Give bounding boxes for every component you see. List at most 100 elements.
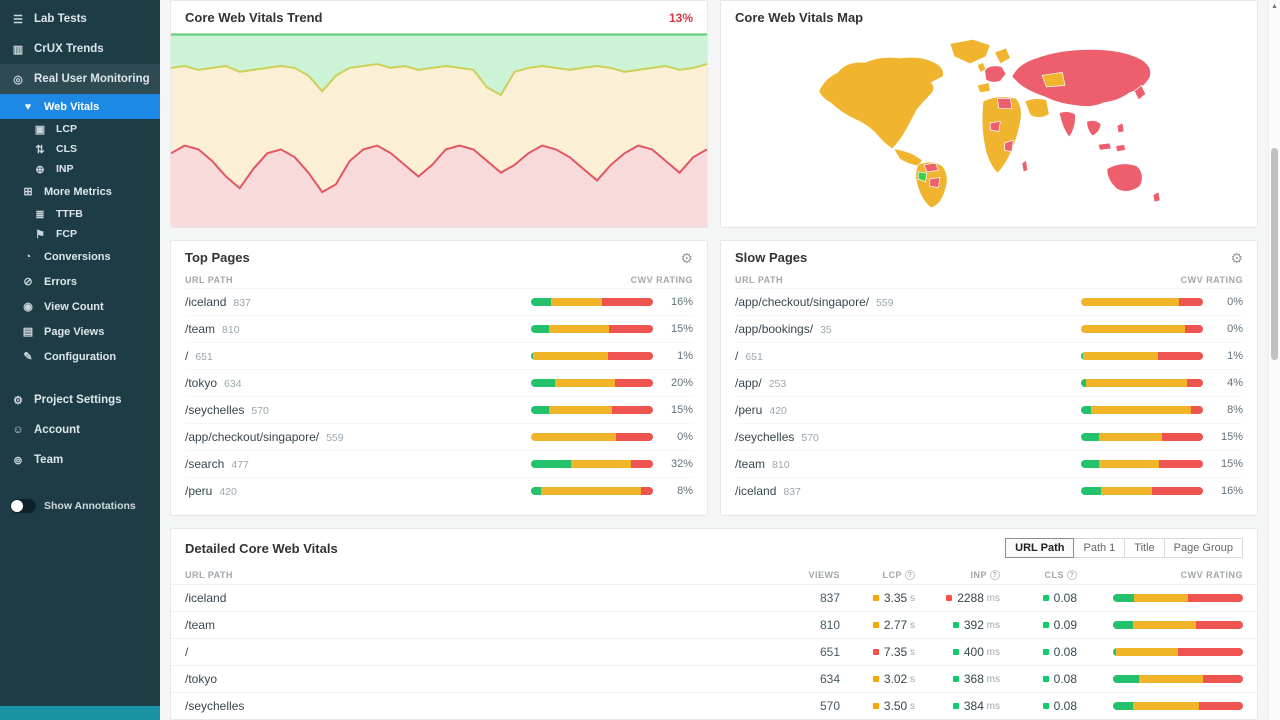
- table-row[interactable]: /iceland 837 16%: [735, 477, 1243, 504]
- sidebar-item-account[interactable]: ☺ Account: [0, 415, 160, 445]
- sidebar-item-more-metrics[interactable]: ⊞ More Metrics: [0, 179, 160, 204]
- table-row[interactable]: /team 810 15%: [185, 315, 693, 342]
- table-row[interactable]: /seychelles 570 15%: [185, 396, 693, 423]
- url-path: /search: [185, 457, 225, 471]
- table-row[interactable]: / 651 1%: [185, 342, 693, 369]
- bar-segment: [1196, 621, 1243, 629]
- table-row[interactable]: /app/checkout/singapore/559 0%: [735, 288, 1243, 315]
- table-row[interactable]: /seychelles 570 3.50 s 384 ms 0.08: [171, 692, 1257, 719]
- sidebar-item-conversions[interactable]: ◔ Conversions: [0, 244, 160, 269]
- ttfb-icon: ≣: [35, 208, 45, 221]
- column-header-views: VIEWS: [808, 570, 840, 580]
- sidebar-item-fcp[interactable]: ⚑ FCP: [0, 224, 160, 244]
- sidebar-item-lab-tests[interactable]: ☰ Lab Tests: [0, 4, 160, 34]
- bar-segment: [1132, 621, 1197, 629]
- table-row[interactable]: /iceland 837 3.35 s 2288 ms 0.08: [171, 584, 1257, 611]
- status-dot: [872, 676, 879, 682]
- table-row[interactable]: / 651 1%: [735, 342, 1243, 369]
- team-icon: ⊚: [13, 454, 23, 467]
- bar-segment: [1198, 702, 1243, 710]
- slow-pages-list: /app/checkout/singapore/559 0%/app/bookin…: [721, 288, 1257, 504]
- help-icon[interactable]: ?: [990, 570, 1000, 580]
- status-dot: [952, 622, 959, 628]
- cwv-rating-percent: 1%: [677, 350, 693, 362]
- table-row[interactable]: /app/checkout/singapore/559 0%: [185, 423, 693, 450]
- sidebar-item-page-views[interactable]: ▤ Page Views: [0, 319, 160, 344]
- trend-area-chart[interactable]: [171, 33, 707, 227]
- view-count-value: 810: [772, 459, 790, 471]
- bar-segment: [601, 298, 653, 306]
- sidebar-item-configuration[interactable]: ✎ Configuration: [0, 344, 160, 369]
- world-map[interactable]: [793, 35, 1199, 215]
- table-row[interactable]: /app/253 4%: [735, 369, 1243, 396]
- slow-pages-title: Slow Pages: [735, 250, 808, 265]
- cwv-rating-percent: 1%: [1227, 350, 1243, 362]
- gear-icon[interactable]: ⚙: [1230, 249, 1243, 266]
- metric-value: 0.08: [1053, 645, 1077, 659]
- cwv-rating-percent: 16%: [670, 296, 693, 308]
- sidebar-item-web-vitals[interactable]: ♥ Web Vitals: [0, 94, 160, 119]
- map-region-india: [1058, 111, 1076, 138]
- url-path: /team: [185, 618, 216, 632]
- table-row[interactable]: /app/bookings/35 0%: [735, 315, 1243, 342]
- view-count-value: 570: [251, 405, 269, 417]
- table-row[interactable]: /search 477 32%: [185, 450, 693, 477]
- table-row[interactable]: /tokyo 634 20%: [185, 369, 693, 396]
- view-option-path-1[interactable]: Path 1: [1073, 538, 1126, 558]
- help-icon[interactable]: ?: [1067, 570, 1077, 580]
- map-region-south-america-north: [923, 162, 939, 173]
- cwv-rating-percent: 20%: [670, 377, 693, 389]
- table-row[interactable]: /651 7.35 s 400 ms 0.08: [171, 638, 1257, 665]
- table-row[interactable]: /iceland 837 16%: [185, 288, 693, 315]
- scrollbar-thumb[interactable]: [1271, 148, 1278, 360]
- map-card-title: Core Web Vitals Map: [735, 10, 864, 25]
- cwv-rating-percent: 16%: [1220, 485, 1243, 497]
- sidebar-item-view-count[interactable]: ◉ View Count: [0, 294, 160, 319]
- table-row[interactable]: /peru 420 8%: [735, 396, 1243, 423]
- scrollbar-up-arrow[interactable]: ▲: [1271, 3, 1278, 10]
- cwv-rating-cell: [1077, 702, 1243, 710]
- views-value: 570: [819, 699, 840, 713]
- bar-segment: [1202, 675, 1243, 683]
- trend-card: Core Web Vitals Trend 13%: [170, 0, 708, 228]
- view-option-url-path[interactable]: URL Path: [1005, 538, 1075, 558]
- gear-icon[interactable]: ⚙: [680, 249, 693, 266]
- scrollbar[interactable]: ▲: [1268, 0, 1280, 720]
- table-row[interactable]: /team 810 15%: [735, 450, 1243, 477]
- trend-card-title: Core Web Vitals Trend: [185, 10, 323, 25]
- top-pages-header: Top Pages ⚙: [171, 241, 707, 271]
- cwv-rating-percent: 0%: [677, 431, 693, 443]
- sidebar-item-crux-trends[interactable]: ▥ CrUX Trends: [0, 34, 160, 64]
- bar-segment: [1139, 675, 1203, 683]
- sidebar-nav: ☰ Lab Tests ▥ CrUX Trends ◎ Real User Monitor…: [0, 0, 160, 369]
- table-row[interactable]: /peru 420 8%: [185, 477, 693, 504]
- top-pages-list: /iceland 837 16% /team 810 15% / 651 1% /tokyo 634…: [171, 288, 707, 504]
- sidebar-item-real-user-monitoring[interactable]: ◎ Real User Monitoring: [0, 64, 160, 94]
- sidebar-item-ttfb[interactable]: ≣ TTFB: [0, 204, 160, 224]
- sidebar-item-project-settings[interactable]: ⚙ Project Settings: [0, 385, 160, 415]
- sidebar-item-cls[interactable]: ⇅ CLS: [0, 139, 160, 159]
- view-option-title[interactable]: Title: [1124, 538, 1165, 558]
- view-option-page-group[interactable]: Page Group: [1163, 538, 1243, 558]
- map-region-bolivia: [929, 177, 941, 189]
- sidebar-item-inp[interactable]: ⊕ INP: [0, 159, 160, 179]
- help-icon[interactable]: ?: [905, 570, 915, 580]
- toggle-switch[interactable]: [10, 499, 36, 513]
- table-row[interactable]: /seychelles 570 15%: [735, 423, 1243, 450]
- url-path: /app/bookings/: [735, 322, 814, 336]
- bar-segment: [607, 352, 653, 360]
- sidebar-item-lcp[interactable]: ▣ LCP: [0, 119, 160, 139]
- cwv-rating-percent: 15%: [670, 323, 693, 335]
- column-header-cwv-rating: CWV RATING: [1180, 275, 1243, 285]
- map-region-north-america: [818, 56, 944, 150]
- sidebar-item-errors[interactable]: ⊘ Errors: [0, 269, 160, 294]
- table-row[interactable]: /tokyo 634 3.02 s 368 ms 0.08: [171, 665, 1257, 692]
- main-content: Core Web Vitals Trend 13% Core Web Vital…: [160, 0, 1268, 720]
- metric-value: 0.08: [1053, 699, 1077, 713]
- bar-segment: [1085, 379, 1188, 387]
- show-annotations-toggle[interactable]: Show Annotations: [0, 499, 160, 513]
- sidebar-item-label: Account: [34, 424, 80, 436]
- status-dot: [872, 595, 879, 601]
- sidebar-item-team[interactable]: ⊚ Team: [0, 445, 160, 475]
- table-row[interactable]: /team 810 2.77 s 392 ms 0.09: [171, 611, 1257, 638]
